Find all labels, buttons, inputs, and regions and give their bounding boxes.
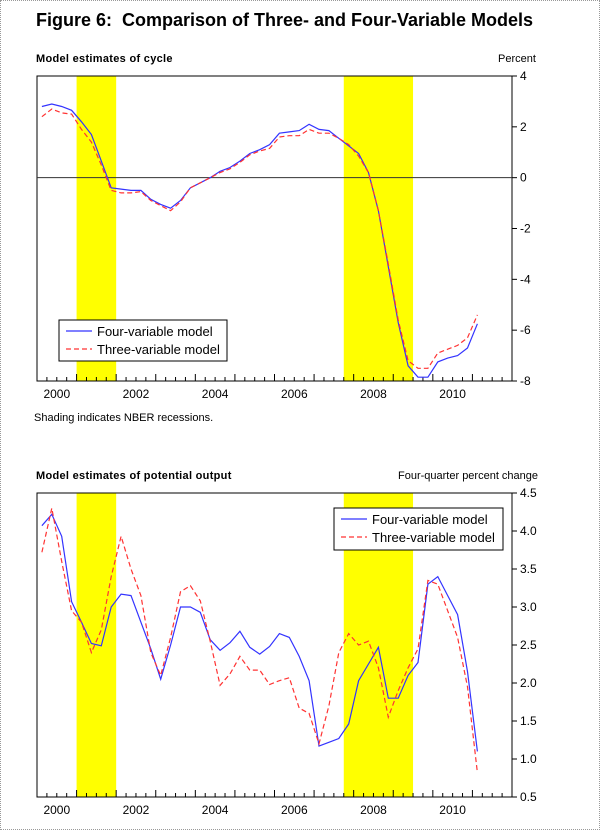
y-tick-label: 2 xyxy=(520,120,527,134)
legend-label: Four-variable model xyxy=(97,324,213,339)
y-tick-label: 0.5 xyxy=(520,790,537,804)
x-tick-label: 2010 xyxy=(439,387,466,401)
y-tick-label: 4 xyxy=(520,69,527,83)
recession-note: Shading indicates NBER recessions. xyxy=(34,412,214,424)
x-tick-label: 2008 xyxy=(360,803,387,817)
x-tick-label: 2002 xyxy=(123,803,150,817)
chart2-title: Model estimates of potential output xyxy=(36,470,232,482)
y-tick-label: -4 xyxy=(520,272,531,286)
y-tick-label: 4.0 xyxy=(520,524,537,538)
x-tick-label: 2006 xyxy=(281,803,308,817)
y-tick-label: 0 xyxy=(520,171,527,185)
legend-label: Three-variable model xyxy=(97,342,220,357)
legend-box xyxy=(58,319,228,362)
x-tick-label: 2006 xyxy=(281,387,308,401)
series-four-variable-line xyxy=(41,103,478,378)
y-tick-label: 4.5 xyxy=(520,486,537,500)
x-tick-label: 2002 xyxy=(123,387,150,401)
x-tick-label: 2008 xyxy=(360,387,387,401)
y-tick-label: 2.5 xyxy=(520,638,537,652)
x-tick-label: 2010 xyxy=(439,803,466,817)
y-tick-label: 1.5 xyxy=(520,714,537,728)
chart-cycle: 2000 2002 2004 2006 2008 2010 4 2 0 -2 -4 -6 -8 Four-… xyxy=(36,69,531,401)
legend-label: Four-variable model xyxy=(372,512,488,527)
y-tick-label: 3.0 xyxy=(520,600,537,614)
y-tick-label: 3.5 xyxy=(520,562,537,576)
series-three-variable-line xyxy=(41,108,478,369)
y-tick-label: -2 xyxy=(520,222,531,236)
chart2-ylabel: Four-quarter percent change xyxy=(398,470,539,482)
x-tick-label: 2004 xyxy=(202,387,229,401)
y-tick-label: -8 xyxy=(520,374,531,388)
legend-label: Three-variable model xyxy=(372,530,495,545)
series-four-variable-line xyxy=(41,513,478,752)
x-tick-label: 2000 xyxy=(43,387,70,401)
chart1-ylabel: Percent xyxy=(498,53,536,65)
y-tick-label: -6 xyxy=(520,323,531,337)
chart1-title: Model estimates of cycle xyxy=(36,53,173,65)
figure-title: Figure 6: Comparison of Three- and Four-… xyxy=(36,10,534,30)
legend-box xyxy=(333,507,504,551)
recession-shade-1 xyxy=(343,76,414,381)
y-tick-label: 2.0 xyxy=(520,676,537,690)
y-tick-label: 1.0 xyxy=(520,752,537,766)
x-tick-label: 2004 xyxy=(202,803,229,817)
x-tick-label: 2000 xyxy=(43,803,70,817)
series-three-variable-line xyxy=(41,508,478,773)
